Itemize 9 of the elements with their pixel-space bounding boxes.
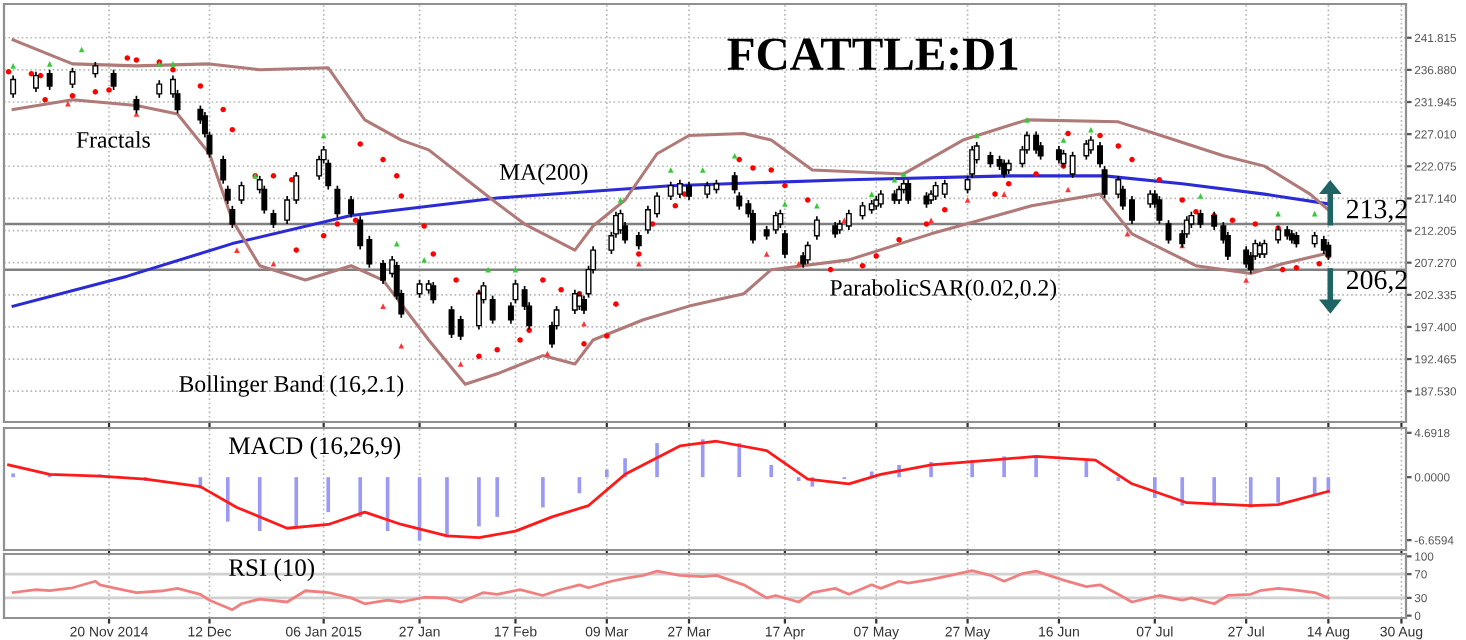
annotation: Fractals (76, 131, 150, 148)
annotation: ParabolicSAR(0.02,0.2) (830, 279, 1057, 301)
text: FCATTLE:D1 (727, 38, 1018, 71)
chart-title: RSI (10) (229, 558, 315, 582)
annotation: MA(200) (499, 163, 588, 185)
ref-line-label: 213,2 (1346, 199, 1407, 223)
ref-line-label: 206,2 (1346, 270, 1407, 294)
chart-title: MACD (16,26,9) (229, 436, 401, 460)
annotation: Bollinger Band (16,2.1) (179, 375, 404, 397)
